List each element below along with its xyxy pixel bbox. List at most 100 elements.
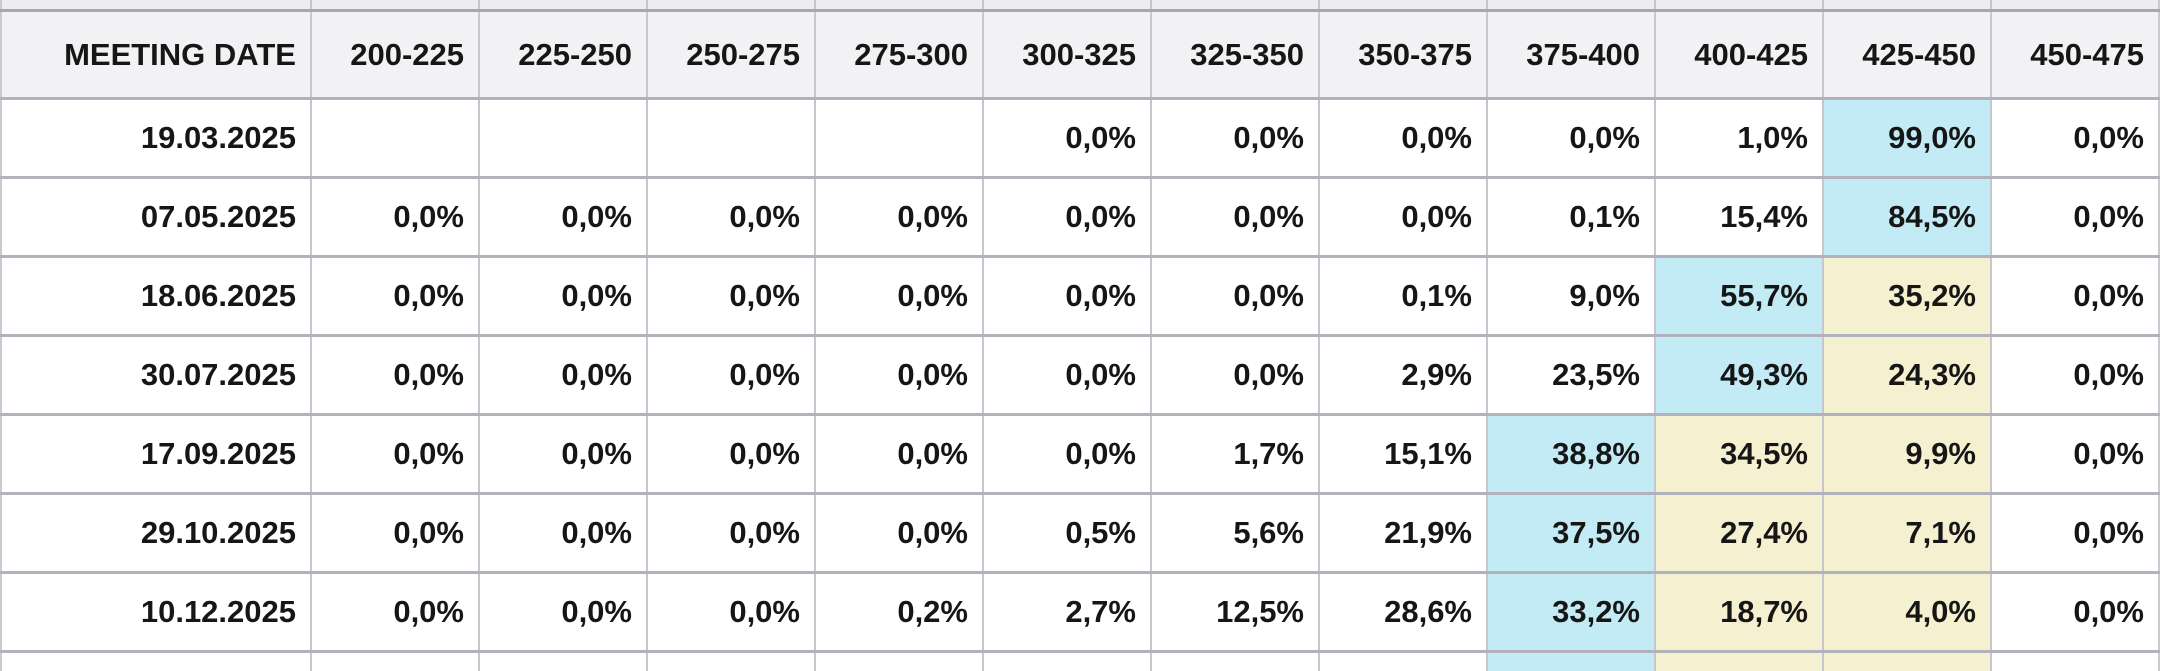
- clipped-row-cell: [1822, 0, 1991, 11]
- probability-cell: 0,0%: [478, 413, 647, 494]
- table-row: 18.06.2025 0,0% 0,0% 0,0% 0,0% 0,0% 0,0% 0,1% 9,…: [1, 255, 2159, 336]
- probability-cell: 0,0%: [982, 97, 1151, 178]
- meeting-date-column-header: MEETING DATE: [1, 9, 311, 99]
- table-foot: [1, 650, 2159, 671]
- clipped-row-cell: [1, 0, 311, 11]
- probability-cell: 35,2%: [1822, 255, 1991, 336]
- probability-cell: 0,0%: [646, 492, 815, 573]
- clipped-row-cell: [310, 0, 479, 11]
- rate-range-column-header: 325-350: [1150, 9, 1319, 99]
- probability-cell: 49,3%: [1654, 334, 1823, 415]
- table-row: 19.03.2025 0,0% 0,0% 0,0% 0,0% 1,0% 99,0% 0,0%: [1, 97, 2159, 178]
- probability-cell: 0,0%: [1150, 255, 1319, 336]
- table-body: 19.03.2025 0,0% 0,0% 0,0% 0,0% 1,0% 99,0% 0,0% 0…: [1, 97, 2159, 652]
- probability-cell: 0,0%: [478, 334, 647, 415]
- probability-cell: 12,5%: [1150, 571, 1319, 652]
- meeting-date-cell: 17.09.2025: [1, 413, 311, 494]
- rate-range-column-header: 375-400: [1486, 9, 1655, 99]
- probability-cell: 0,0%: [310, 255, 479, 336]
- clipped-row-cell: [1, 650, 311, 671]
- probability-cell: 2,7%: [982, 571, 1151, 652]
- clipped-row-cell: [1654, 650, 1823, 671]
- clipped-row-cell: [1486, 650, 1655, 671]
- clipped-row-cell: [982, 650, 1151, 671]
- clipped-row-cell: [982, 0, 1151, 11]
- probability-cell: 0,0%: [1318, 176, 1487, 257]
- clipped-row-cell: [814, 650, 983, 671]
- probability-cell: 0,0%: [814, 176, 983, 257]
- probability-cell: 0,5%: [982, 492, 1151, 573]
- probability-cell: 28,6%: [1318, 571, 1487, 652]
- clipped-row-cell: [1654, 0, 1823, 11]
- probability-cell: 0,0%: [1990, 97, 2159, 178]
- clipped-row-cell: [310, 650, 479, 671]
- header-row: MEETING DATE 200-225 225-250 250-275 275-300…: [1, 9, 2159, 99]
- probability-cell: 0,0%: [1318, 97, 1487, 178]
- clipped-row-cell: [646, 650, 815, 671]
- clipped-row-cell: [1150, 0, 1319, 11]
- probability-cell: 0,0%: [982, 413, 1151, 494]
- probability-cell: 38,8%: [1486, 413, 1655, 494]
- probability-cell: 0,0%: [1486, 97, 1655, 178]
- clipped-row-cell: [1318, 0, 1487, 11]
- probability-cell: 0,0%: [1990, 492, 2159, 573]
- table-row: 29.10.2025 0,0% 0,0% 0,0% 0,0% 0,5% 5,6% 21,9% 3…: [1, 492, 2159, 573]
- probability-cell: 0,1%: [1318, 255, 1487, 336]
- rate-range-column-header: 275-300: [814, 9, 983, 99]
- probability-cell: 7,1%: [1822, 492, 1991, 573]
- probability-cell: 0,0%: [814, 334, 983, 415]
- clipped-top-row: [1, 0, 2159, 11]
- table-row: 07.05.2025 0,0% 0,0% 0,0% 0,0% 0,0% 0,0% 0,0% 0,…: [1, 176, 2159, 257]
- probability-cell: 0,0%: [310, 176, 479, 257]
- clipped-row-cell: [478, 0, 647, 11]
- clipped-row-cell: [478, 650, 647, 671]
- meeting-date-cell: 18.06.2025: [1, 255, 311, 336]
- meeting-date-cell: 07.05.2025: [1, 176, 311, 257]
- probability-cell: 0,0%: [478, 571, 647, 652]
- probability-cell: 33,2%: [1486, 571, 1655, 652]
- probability-cell: 0,0%: [814, 413, 983, 494]
- probability-cell: [478, 97, 647, 178]
- probability-cell: 0,0%: [310, 334, 479, 415]
- probability-cell: 0,0%: [478, 492, 647, 573]
- probability-cell: 2,9%: [1318, 334, 1487, 415]
- clipped-row-cell: [1318, 650, 1487, 671]
- probability-cell: 15,4%: [1654, 176, 1823, 257]
- probability-cell: 0,0%: [310, 492, 479, 573]
- probability-cell: [646, 97, 815, 178]
- rate-range-column-header: 350-375: [1318, 9, 1487, 99]
- probability-cell: 0,0%: [1150, 97, 1319, 178]
- rate-range-column-header: 425-450: [1822, 9, 1991, 99]
- probability-cell: 1,0%: [1654, 97, 1823, 178]
- probability-cell: 18,7%: [1654, 571, 1823, 652]
- probability-cell: 0,0%: [982, 176, 1151, 257]
- probability-cell: 9,9%: [1822, 413, 1991, 494]
- rate-range-column-header: 250-275: [646, 9, 815, 99]
- probability-cell: 55,7%: [1654, 255, 1823, 336]
- probability-cell: 15,1%: [1318, 413, 1487, 494]
- probability-cell: 0,0%: [646, 571, 815, 652]
- probability-cell: 0,0%: [310, 571, 479, 652]
- probability-cell: 0,0%: [1990, 571, 2159, 652]
- probability-cell: 24,3%: [1822, 334, 1991, 415]
- clipped-row-cell: [1822, 650, 1991, 671]
- probability-cell: 0,0%: [1990, 334, 2159, 415]
- meeting-date-cell: 29.10.2025: [1, 492, 311, 573]
- probability-cell: 27,4%: [1654, 492, 1823, 573]
- probability-cell: 9,0%: [1486, 255, 1655, 336]
- probability-cell: 0,0%: [1990, 413, 2159, 494]
- probability-cell: 0,0%: [1990, 176, 2159, 257]
- table-row: 30.07.2025 0,0% 0,0% 0,0% 0,0% 0,0% 0,0% 2,9% 23…: [1, 334, 2159, 415]
- rate-range-column-header: 200-225: [310, 9, 479, 99]
- probability-cell: [814, 97, 983, 178]
- probability-cell: 23,5%: [1486, 334, 1655, 415]
- probability-cell: 0,0%: [646, 176, 815, 257]
- probability-cell: 21,9%: [1318, 492, 1487, 573]
- rate-range-column-header: 300-325: [982, 9, 1151, 99]
- probability-cell: 0,0%: [646, 334, 815, 415]
- probability-cell: 4,0%: [1822, 571, 1991, 652]
- probability-cell: 0,0%: [646, 255, 815, 336]
- clipped-row-cell: [1150, 650, 1319, 671]
